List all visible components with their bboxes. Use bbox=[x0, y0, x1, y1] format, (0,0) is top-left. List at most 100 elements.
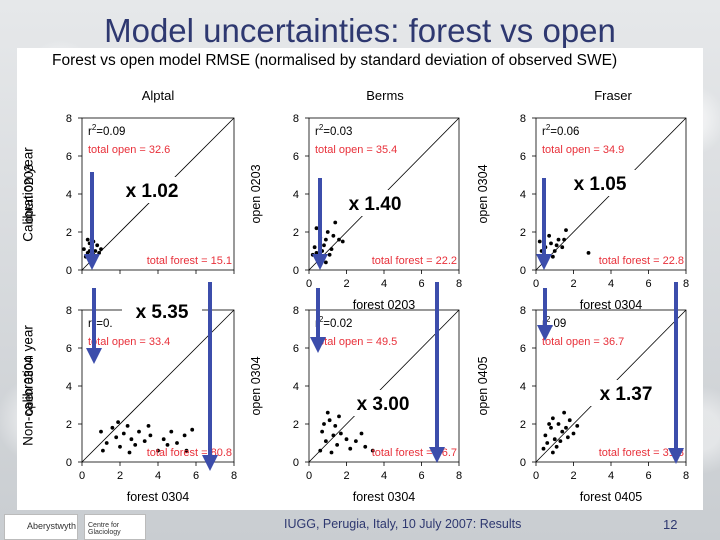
factor-label-bg bbox=[122, 298, 202, 324]
data-point bbox=[554, 243, 559, 248]
factor-label: x 1.40 bbox=[349, 194, 402, 215]
data-point bbox=[99, 429, 103, 434]
x-tick-label: 2 bbox=[570, 470, 576, 482]
x-tick-label: 0 bbox=[79, 470, 85, 482]
data-point bbox=[99, 247, 103, 252]
x-tick-label: 6 bbox=[418, 278, 424, 290]
data-point bbox=[320, 429, 325, 434]
factor-label: x 1.02 bbox=[126, 181, 179, 202]
factor-label-bg bbox=[343, 390, 423, 416]
data-point bbox=[83, 254, 88, 259]
x-tick-label: 8 bbox=[456, 278, 462, 290]
data-point bbox=[545, 441, 550, 445]
y-axis-label: open 0405 bbox=[476, 356, 490, 415]
data-point bbox=[110, 425, 115, 430]
data-point bbox=[338, 431, 343, 436]
factor-label-bg bbox=[335, 190, 415, 216]
y-tick-label: 4 bbox=[520, 381, 526, 393]
data-point bbox=[165, 443, 170, 447]
factor-label: x 1.37 bbox=[600, 384, 653, 405]
y-tick-label: 0 bbox=[520, 265, 526, 277]
total-open-label: total open = 33.4 bbox=[88, 336, 170, 348]
data-point bbox=[549, 241, 553, 246]
y-tick-label: 2 bbox=[66, 227, 72, 239]
data-point bbox=[156, 448, 160, 453]
data-point bbox=[550, 450, 555, 455]
data-point bbox=[353, 439, 358, 443]
y-tick-label: 4 bbox=[66, 381, 72, 393]
data-point bbox=[148, 433, 153, 438]
x-tick-label: 4 bbox=[608, 278, 614, 290]
factor-label: x 5.35 bbox=[136, 302, 189, 323]
x-tick-label: 2 bbox=[570, 278, 576, 290]
x-tick-label: 0 bbox=[533, 278, 539, 290]
x-tick-label: 8 bbox=[231, 470, 237, 482]
data-point bbox=[340, 239, 345, 244]
aberystwyth-logo: Aberystwyth bbox=[4, 514, 78, 540]
glaciology-logo: Centre for Glaciology bbox=[84, 514, 146, 540]
y-tick-label: 2 bbox=[293, 227, 299, 239]
x-tick-label: 2 bbox=[117, 470, 123, 482]
r2-label: r2=0. bbox=[88, 315, 113, 330]
footer-results: Results bbox=[479, 517, 522, 531]
y-tick-label: 2 bbox=[520, 419, 526, 431]
data-point bbox=[550, 254, 555, 259]
y-tick-label: 0 bbox=[293, 265, 299, 277]
data-point bbox=[175, 441, 179, 445]
data-point bbox=[190, 427, 195, 432]
data-point bbox=[537, 239, 542, 244]
data-point bbox=[97, 251, 101, 255]
data-point bbox=[344, 437, 349, 442]
data-point bbox=[323, 237, 328, 242]
x-tick-label: 2 bbox=[343, 470, 349, 482]
x-tick-label: 8 bbox=[683, 470, 689, 482]
x-tick-label: 4 bbox=[381, 470, 387, 482]
data-point bbox=[556, 237, 561, 242]
data-point bbox=[327, 252, 332, 257]
data-point bbox=[323, 439, 328, 443]
data-point bbox=[335, 443, 340, 447]
r2-label: r2=0.09 bbox=[88, 123, 125, 138]
data-point bbox=[161, 437, 166, 442]
data-point bbox=[121, 431, 126, 436]
factor-label-bg bbox=[560, 170, 640, 196]
total-open-label: total open = 32.6 bbox=[88, 144, 170, 156]
data-point bbox=[541, 446, 546, 451]
y-axis-label: open 0304 bbox=[249, 356, 263, 415]
y-tick-label: 6 bbox=[520, 343, 526, 355]
x-tick-label: 6 bbox=[645, 470, 651, 482]
data-point bbox=[310, 252, 315, 257]
data-point bbox=[312, 245, 317, 250]
x-tick-label: 6 bbox=[645, 278, 651, 290]
data-point bbox=[560, 245, 565, 250]
data-point bbox=[325, 230, 330, 234]
y-tick-label: 0 bbox=[66, 265, 72, 277]
data-point bbox=[550, 416, 555, 421]
x-tick-label: 0 bbox=[306, 278, 312, 290]
r2-label: r2=0.02 bbox=[315, 315, 352, 330]
data-point bbox=[547, 422, 552, 426]
data-point bbox=[560, 429, 565, 434]
y-tick-label: 2 bbox=[293, 419, 299, 431]
data-point bbox=[554, 444, 559, 449]
total-forest-label: total forest = 22.2 bbox=[372, 255, 457, 267]
x-tick-label: 0 bbox=[306, 470, 312, 482]
y-axis-label: open 0203 bbox=[22, 164, 36, 223]
data-point bbox=[314, 251, 319, 255]
total-forest-label: total forest = 66.7 bbox=[372, 447, 457, 459]
data-point bbox=[586, 251, 591, 255]
y-tick-label: 4 bbox=[293, 381, 299, 393]
x-axis-label: forest 0405 bbox=[580, 490, 643, 504]
data-point bbox=[322, 422, 326, 426]
data-point bbox=[337, 237, 341, 242]
total-forest-label: total forest = 22.8 bbox=[599, 255, 684, 267]
figure-title: Forest vs open model RMSE (normalised by… bbox=[52, 52, 618, 69]
y-tick-label: 8 bbox=[66, 305, 72, 317]
data-point bbox=[567, 418, 572, 423]
data-point bbox=[129, 437, 134, 442]
data-point bbox=[169, 429, 174, 434]
data-point bbox=[146, 424, 151, 428]
data-point bbox=[549, 425, 553, 430]
data-point bbox=[564, 228, 568, 233]
